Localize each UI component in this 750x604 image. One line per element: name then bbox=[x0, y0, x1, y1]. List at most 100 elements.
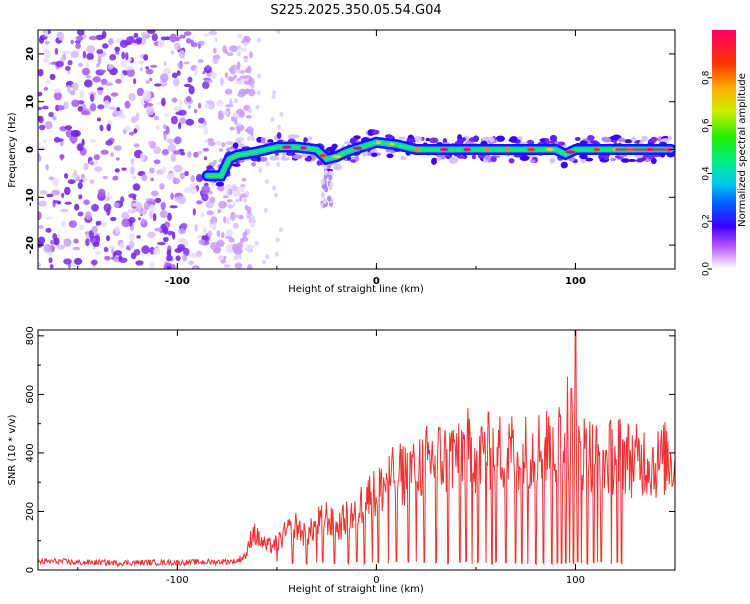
noise-blob bbox=[239, 195, 243, 202]
noise-blob bbox=[234, 118, 238, 125]
noise-blob bbox=[202, 148, 210, 152]
ridge-halo bbox=[292, 154, 303, 160]
noise-blob bbox=[83, 162, 89, 171]
noise-blob bbox=[164, 113, 169, 118]
noise-blob bbox=[203, 120, 207, 126]
ridge-halo bbox=[206, 165, 214, 171]
noise-blob bbox=[234, 98, 238, 104]
noise-blob bbox=[67, 85, 71, 93]
noise-blob bbox=[141, 245, 150, 255]
noise-blob bbox=[90, 259, 98, 266]
noise-blob bbox=[61, 220, 66, 228]
noise-blob bbox=[239, 70, 245, 74]
noise-blob bbox=[190, 175, 195, 183]
ridge-hotspot bbox=[565, 150, 576, 154]
noise-blob bbox=[248, 51, 253, 59]
noise-blob bbox=[245, 190, 250, 196]
noise-blob bbox=[203, 33, 209, 38]
noise-blob bbox=[221, 232, 225, 238]
noise-blob bbox=[78, 194, 83, 200]
noise-blob bbox=[223, 264, 231, 268]
noise-blob bbox=[77, 181, 83, 190]
noise-blob bbox=[216, 101, 224, 107]
noise-blob bbox=[229, 98, 233, 107]
noise-blob bbox=[121, 51, 126, 60]
y-tick-label: -20 bbox=[25, 236, 36, 254]
noise-blob bbox=[97, 188, 106, 198]
noise-blob bbox=[147, 231, 156, 238]
noise-blob bbox=[53, 200, 61, 204]
noise-blob bbox=[97, 104, 105, 110]
noise-blob bbox=[80, 110, 90, 116]
noise-blob bbox=[236, 127, 241, 135]
noise-blob bbox=[93, 154, 101, 161]
noise-blob bbox=[124, 66, 134, 71]
noise-blob bbox=[192, 208, 196, 216]
noise-blob bbox=[65, 65, 71, 71]
noise-blob bbox=[167, 230, 175, 236]
noise-blob bbox=[226, 199, 233, 203]
noise-blob bbox=[86, 52, 94, 61]
noise-blob bbox=[60, 154, 64, 161]
noise-blob bbox=[130, 116, 138, 124]
noise-blob bbox=[143, 54, 149, 61]
noise-blob bbox=[90, 161, 94, 165]
noise-blob bbox=[51, 189, 61, 196]
noise-blob bbox=[154, 227, 163, 232]
noise-blob bbox=[238, 136, 245, 142]
noise-blob bbox=[171, 97, 178, 103]
noise-blob bbox=[139, 67, 144, 72]
noise-blob bbox=[60, 208, 69, 213]
noise-blob bbox=[264, 179, 269, 185]
noise-blob bbox=[163, 67, 172, 76]
ridge-hotspot bbox=[375, 141, 382, 145]
noise-blob bbox=[113, 202, 120, 209]
noise-blob bbox=[154, 83, 162, 87]
ridge-hotspot bbox=[439, 147, 449, 152]
noise-blob bbox=[121, 211, 130, 220]
noise-blob bbox=[178, 227, 186, 235]
noise-blob bbox=[159, 210, 168, 219]
noise-blob bbox=[242, 89, 252, 95]
noise-blob bbox=[275, 237, 280, 243]
noise-blob bbox=[126, 68, 135, 77]
noise-blob bbox=[115, 225, 120, 234]
noise-blob bbox=[53, 91, 63, 101]
noise-blob bbox=[179, 117, 187, 125]
noise-blob bbox=[106, 235, 110, 242]
noise-blob bbox=[77, 211, 84, 217]
noise-blob bbox=[227, 52, 234, 57]
noise-blob bbox=[169, 205, 178, 209]
y-tick-label: -10 bbox=[25, 188, 36, 206]
noise-blob bbox=[45, 216, 53, 220]
y-tick-label: 400 bbox=[25, 443, 36, 462]
noise-blob bbox=[167, 143, 176, 152]
noise-blob bbox=[198, 43, 201, 49]
noise-blob bbox=[175, 111, 183, 116]
noise-blob bbox=[76, 143, 84, 152]
noise-blob bbox=[130, 166, 135, 175]
ridge-halo bbox=[601, 136, 609, 142]
noise-blob bbox=[203, 156, 208, 161]
ridge-halo bbox=[251, 162, 257, 167]
noise-blob bbox=[232, 214, 241, 218]
noise-blob bbox=[141, 218, 146, 225]
noise-blob bbox=[89, 103, 97, 112]
ridge-halo bbox=[386, 153, 394, 159]
ridge-halo bbox=[574, 137, 581, 141]
noise-blob bbox=[131, 175, 137, 180]
noise-blob bbox=[279, 112, 284, 117]
noise-blob bbox=[151, 33, 158, 42]
ridge-halo bbox=[308, 136, 313, 141]
ridge-halo bbox=[484, 154, 491, 161]
noise-blob bbox=[64, 186, 71, 196]
ridge-halo bbox=[584, 157, 594, 162]
noise-blob bbox=[120, 59, 127, 68]
noise-blob bbox=[195, 174, 204, 183]
noise-blob bbox=[232, 201, 237, 207]
noise-blob bbox=[86, 45, 96, 54]
noise-blob bbox=[160, 73, 169, 82]
ridge-hotspot bbox=[319, 154, 327, 158]
